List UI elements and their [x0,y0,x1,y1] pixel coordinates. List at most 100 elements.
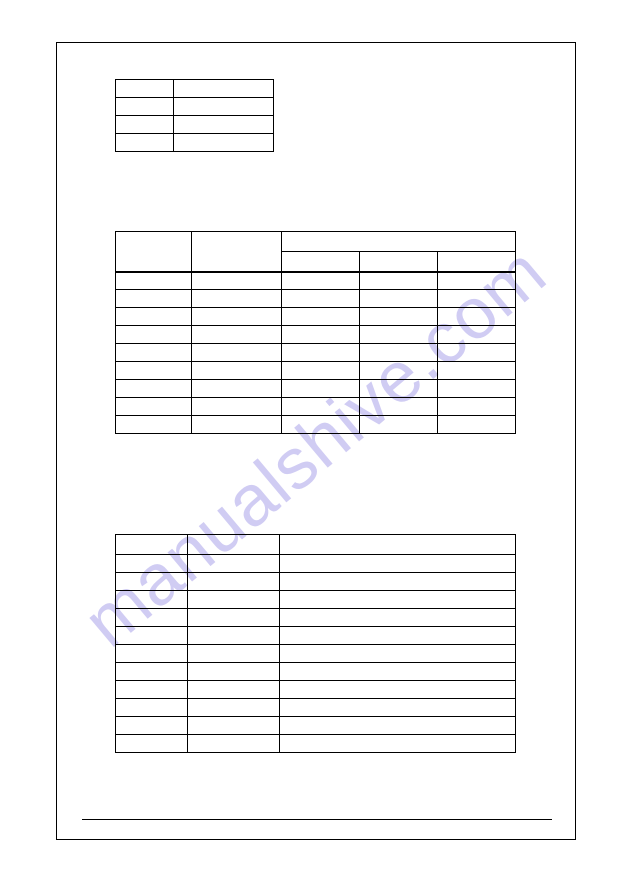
cell [280,627,516,645]
table-row [116,344,516,362]
table-row [116,591,516,609]
cell [280,573,516,591]
cell [438,308,516,326]
cell [280,681,516,699]
cell [360,326,438,344]
cell [282,272,360,290]
table-row [116,398,516,416]
table-row [116,735,516,753]
cell [192,380,282,398]
cell [438,398,516,416]
cell [116,398,192,416]
cell [192,362,282,380]
table-row [116,645,516,663]
cell [188,591,280,609]
cell [174,98,274,116]
cell [116,555,188,573]
cell [282,380,360,398]
cell [280,735,516,753]
cell [438,416,516,434]
cell [438,290,516,308]
cell [116,380,192,398]
cell [438,380,516,398]
table-row [116,717,516,735]
cell [116,98,174,116]
table-row [116,535,516,555]
cell [438,344,516,362]
table-row [116,362,516,380]
cell [192,344,282,362]
cell [360,290,438,308]
cell [188,699,280,717]
footer-divider [82,819,552,820]
cell [192,290,282,308]
cell [282,398,360,416]
cell [188,609,280,627]
cell [192,416,282,434]
cell [360,416,438,434]
cell [116,627,188,645]
header-cell [360,252,438,272]
cell [282,290,360,308]
cell [116,134,174,152]
cell [188,663,280,681]
cell [188,645,280,663]
cell [280,591,516,609]
table-row [116,80,274,98]
cell [116,80,174,98]
header-cell [282,252,360,272]
cell [192,308,282,326]
cell [116,699,188,717]
cell [116,663,188,681]
cell [116,573,188,591]
table-header-row [116,232,516,252]
cell [116,416,192,434]
table-row [116,573,516,591]
header-cell [116,232,192,272]
cell [188,681,280,699]
cell [192,398,282,416]
table-row [116,555,516,573]
table-2 [115,231,516,434]
table-3 [115,534,516,753]
cell [188,573,280,591]
cell [282,362,360,380]
cell [280,609,516,627]
cell [282,344,360,362]
table-row [116,326,516,344]
table-row [116,609,516,627]
table-row [116,308,516,326]
header-cell [192,232,282,272]
cell [360,380,438,398]
table-row [116,134,274,152]
cell [116,116,174,134]
cell [438,326,516,344]
cell [116,272,192,290]
cell [116,645,188,663]
table-row [116,380,516,398]
table-row [116,699,516,717]
cell [438,272,516,290]
cell [116,735,188,753]
cell [174,80,274,98]
cell [192,272,282,290]
header-cell [282,232,516,252]
cell [280,699,516,717]
cell [188,627,280,645]
cell [280,645,516,663]
cell [116,591,188,609]
table-row [116,98,274,116]
cell [188,555,280,573]
cell [360,362,438,380]
table-row [116,627,516,645]
cell [188,735,280,753]
cell [360,308,438,326]
cell [280,555,516,573]
cell [188,535,280,555]
cell [174,116,274,134]
cell [116,535,188,555]
cell [116,717,188,735]
header-cell [438,252,516,272]
cell [282,326,360,344]
table-row [116,290,516,308]
